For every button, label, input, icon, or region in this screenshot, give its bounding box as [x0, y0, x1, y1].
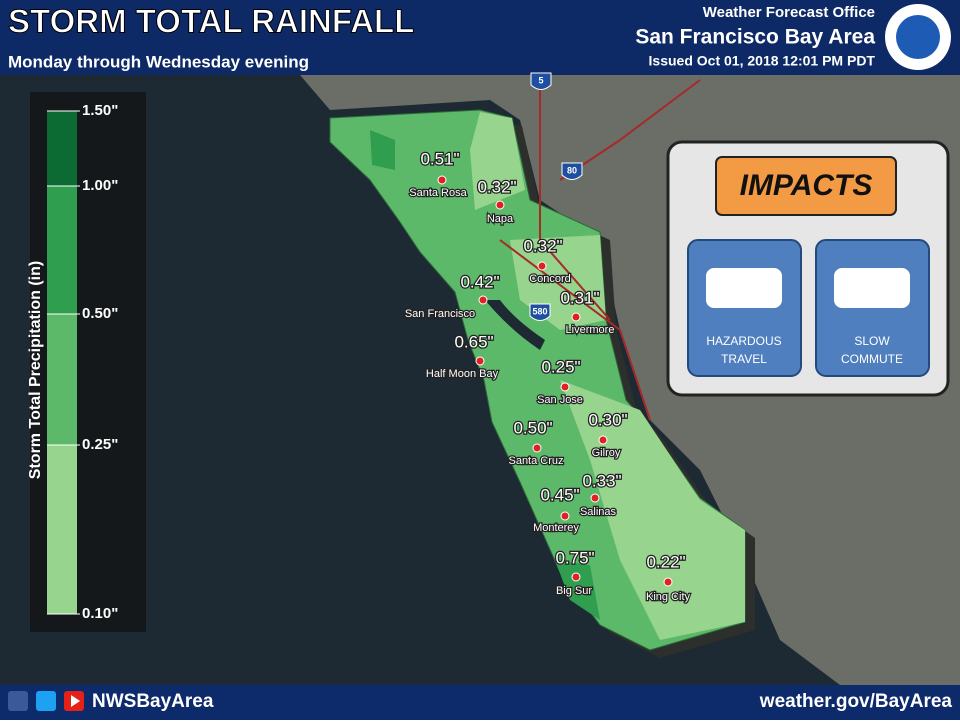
twitter-icon: [36, 691, 56, 711]
city-name: Napa: [487, 213, 514, 225]
facebook-icon: [8, 691, 28, 711]
rainfall-amount: 0.22": [646, 552, 685, 571]
interstate-shield: [530, 72, 552, 90]
legend-band: [47, 186, 77, 314]
issued: Issued Oct 01, 2018 12:01 PM PDT: [649, 53, 876, 69]
legend-tick-label: 0.10": [82, 605, 118, 622]
city-dot: [590, 493, 600, 503]
city-name: Big Sur: [556, 585, 592, 597]
impacts-title: IMPACTS: [740, 169, 873, 202]
city-dot: [663, 577, 673, 587]
legend-tick-label: 1.00": [82, 177, 118, 194]
city-dot: [537, 261, 547, 271]
subtitle: Monday through Wednesday evening: [8, 52, 309, 71]
rainfall-zone: [560, 380, 745, 640]
nws-logo-inner: [896, 15, 940, 59]
legend-title: Storm Total Precipitation (in): [27, 261, 44, 479]
city-name: Half Moon Bay: [426, 368, 499, 380]
rainfall-amount: 0.51": [420, 149, 459, 168]
url: weather.gov/BayArea: [759, 691, 953, 712]
legend-band: [47, 314, 77, 445]
youtube-play: [71, 695, 80, 707]
impact-label: TRAVEL: [721, 352, 767, 366]
city-name: Concord: [529, 273, 571, 285]
city-dot: [571, 572, 581, 582]
legend-tick-label: 1.50": [82, 102, 118, 119]
city-name: Gilroy: [592, 447, 621, 459]
title: STORM TOTAL RAINFALL: [8, 3, 414, 40]
rainfall-amount: 0.45": [540, 485, 579, 504]
legend-band: [47, 445, 77, 614]
impact-label: HAZARDOUS: [706, 334, 781, 348]
area: San Francisco Bay Area: [635, 26, 875, 49]
rainfall-amount: 0.31": [560, 288, 599, 307]
header-band: [0, 0, 960, 75]
city-dot: [437, 175, 447, 185]
impact-icon: [834, 268, 910, 308]
shield-label: 580: [532, 306, 547, 316]
city-dot: [560, 511, 570, 521]
city-name: San Jose: [537, 394, 583, 406]
rainfall-amount: 0.25": [541, 357, 580, 376]
impact-icon: [706, 268, 782, 308]
shield-label: 5: [538, 75, 543, 85]
rainfall-zone: [370, 130, 395, 170]
legend-tick-label: 0.25": [82, 436, 118, 453]
city-name: Monterey: [533, 522, 579, 534]
city-dot: [495, 200, 505, 210]
city-name: San Francisco: [405, 308, 475, 320]
impact-label: COMMUTE: [841, 352, 903, 366]
impacts-title-box: [715, 156, 897, 216]
rainfall-amount: 0.32": [477, 177, 516, 196]
rainfall-amount: 0.33": [582, 471, 621, 490]
rainfall-zone: [470, 112, 525, 210]
interstate-shield: [561, 162, 583, 180]
handle: NWSBayArea: [92, 691, 214, 712]
city-dot: [560, 382, 570, 392]
footer-band: [0, 685, 960, 720]
city-dot: [598, 435, 608, 445]
city-name: Santa Cruz: [508, 455, 563, 467]
city-name: Santa Rosa: [409, 187, 467, 199]
city-dot: [571, 312, 581, 322]
legend-tick-label: 0.50": [82, 305, 118, 322]
rainfall-amount: 0.65": [454, 332, 493, 351]
interstate-shield: [529, 303, 551, 321]
city-dot: [478, 295, 488, 305]
city-dot: [475, 356, 485, 366]
city-dot: [532, 443, 542, 453]
rainfall-amount: 0.42": [460, 272, 499, 291]
rainfall-zone: [555, 560, 600, 620]
rainfall-amount: 0.75": [555, 548, 594, 567]
city-name: Livermore: [566, 324, 615, 336]
city-name: King City: [646, 591, 691, 603]
city-name: Salinas: [580, 506, 617, 518]
rainfall-amount: 0.32": [523, 236, 562, 255]
shield-label: 80: [567, 165, 577, 175]
legend-band: [47, 111, 77, 186]
impact-label: SLOW: [854, 334, 890, 348]
office: Weather Forecast Office: [703, 4, 875, 21]
rainfall-amount: 0.50": [513, 418, 552, 437]
rainfall-amount: 0.30": [588, 410, 627, 429]
bay: [485, 300, 545, 350]
